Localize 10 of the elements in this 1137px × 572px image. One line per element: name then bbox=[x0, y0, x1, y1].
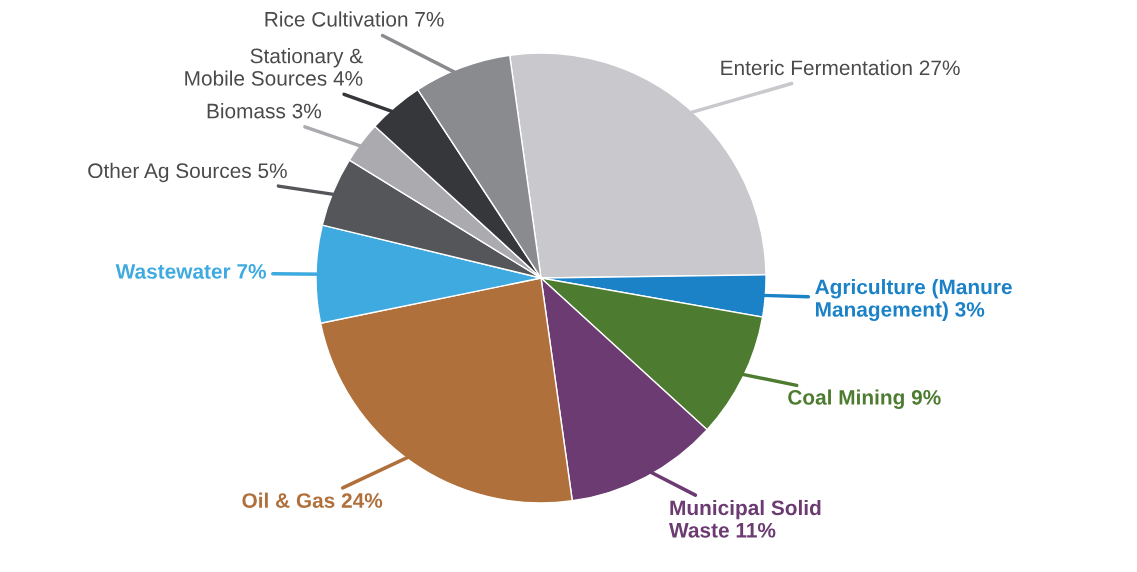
slice-label: Biomass 3% bbox=[207, 103, 322, 119]
slice-label: Agriculture (Manure Management) 3% bbox=[815, 278, 1012, 322]
slice-label: Rice Cultivation 7% bbox=[265, 11, 444, 27]
slice-label: Oil & Gas 24% bbox=[242, 492, 383, 508]
slice-label: Coal Mining 9% bbox=[788, 389, 941, 409]
slice-label: Enteric Fermentation 27% bbox=[721, 59, 960, 76]
slice-label: Other Ag Sources 5% bbox=[88, 162, 287, 183]
slice-label: Wastewater 7% bbox=[115, 264, 266, 279]
slice-label: Stationary & Mobile Sources 4% bbox=[185, 48, 363, 86]
slice-label: Municipal Solid Waste 11% bbox=[669, 499, 821, 538]
